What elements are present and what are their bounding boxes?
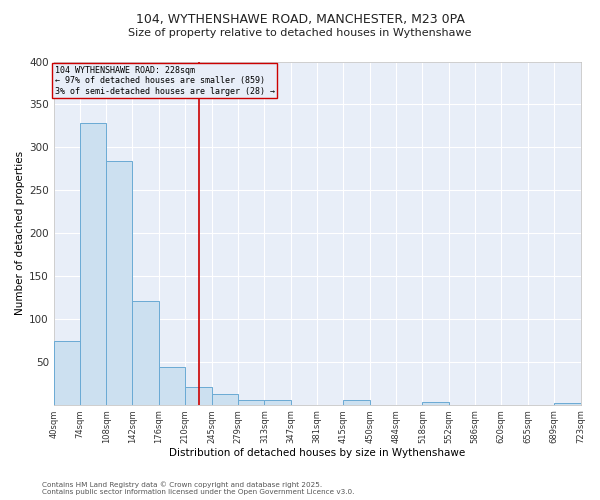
Bar <box>422 402 449 404</box>
Text: Contains public sector information licensed under the Open Government Licence v3: Contains public sector information licen… <box>42 489 355 495</box>
Text: 104, WYTHENSHAWE ROAD, MANCHESTER, M23 0PA: 104, WYTHENSHAWE ROAD, MANCHESTER, M23 0… <box>136 12 464 26</box>
Text: Contains HM Land Registry data © Crown copyright and database right 2025.: Contains HM Land Registry data © Crown c… <box>42 481 322 488</box>
Y-axis label: Number of detached properties: Number of detached properties <box>15 151 25 315</box>
Bar <box>265 400 290 404</box>
Bar <box>212 394 238 404</box>
Bar <box>185 386 212 404</box>
Bar <box>238 400 265 404</box>
Bar <box>554 403 581 404</box>
Text: Size of property relative to detached houses in Wythenshawe: Size of property relative to detached ho… <box>128 28 472 38</box>
Bar <box>133 301 158 405</box>
X-axis label: Distribution of detached houses by size in Wythenshawe: Distribution of detached houses by size … <box>169 448 465 458</box>
Bar <box>343 400 370 404</box>
Bar <box>106 161 133 404</box>
Bar <box>158 367 185 405</box>
Text: 104 WYTHENSHAWE ROAD: 228sqm
← 97% of detached houses are smaller (859)
3% of se: 104 WYTHENSHAWE ROAD: 228sqm ← 97% of de… <box>55 66 275 96</box>
Bar <box>54 341 80 404</box>
Bar <box>80 124 106 404</box>
